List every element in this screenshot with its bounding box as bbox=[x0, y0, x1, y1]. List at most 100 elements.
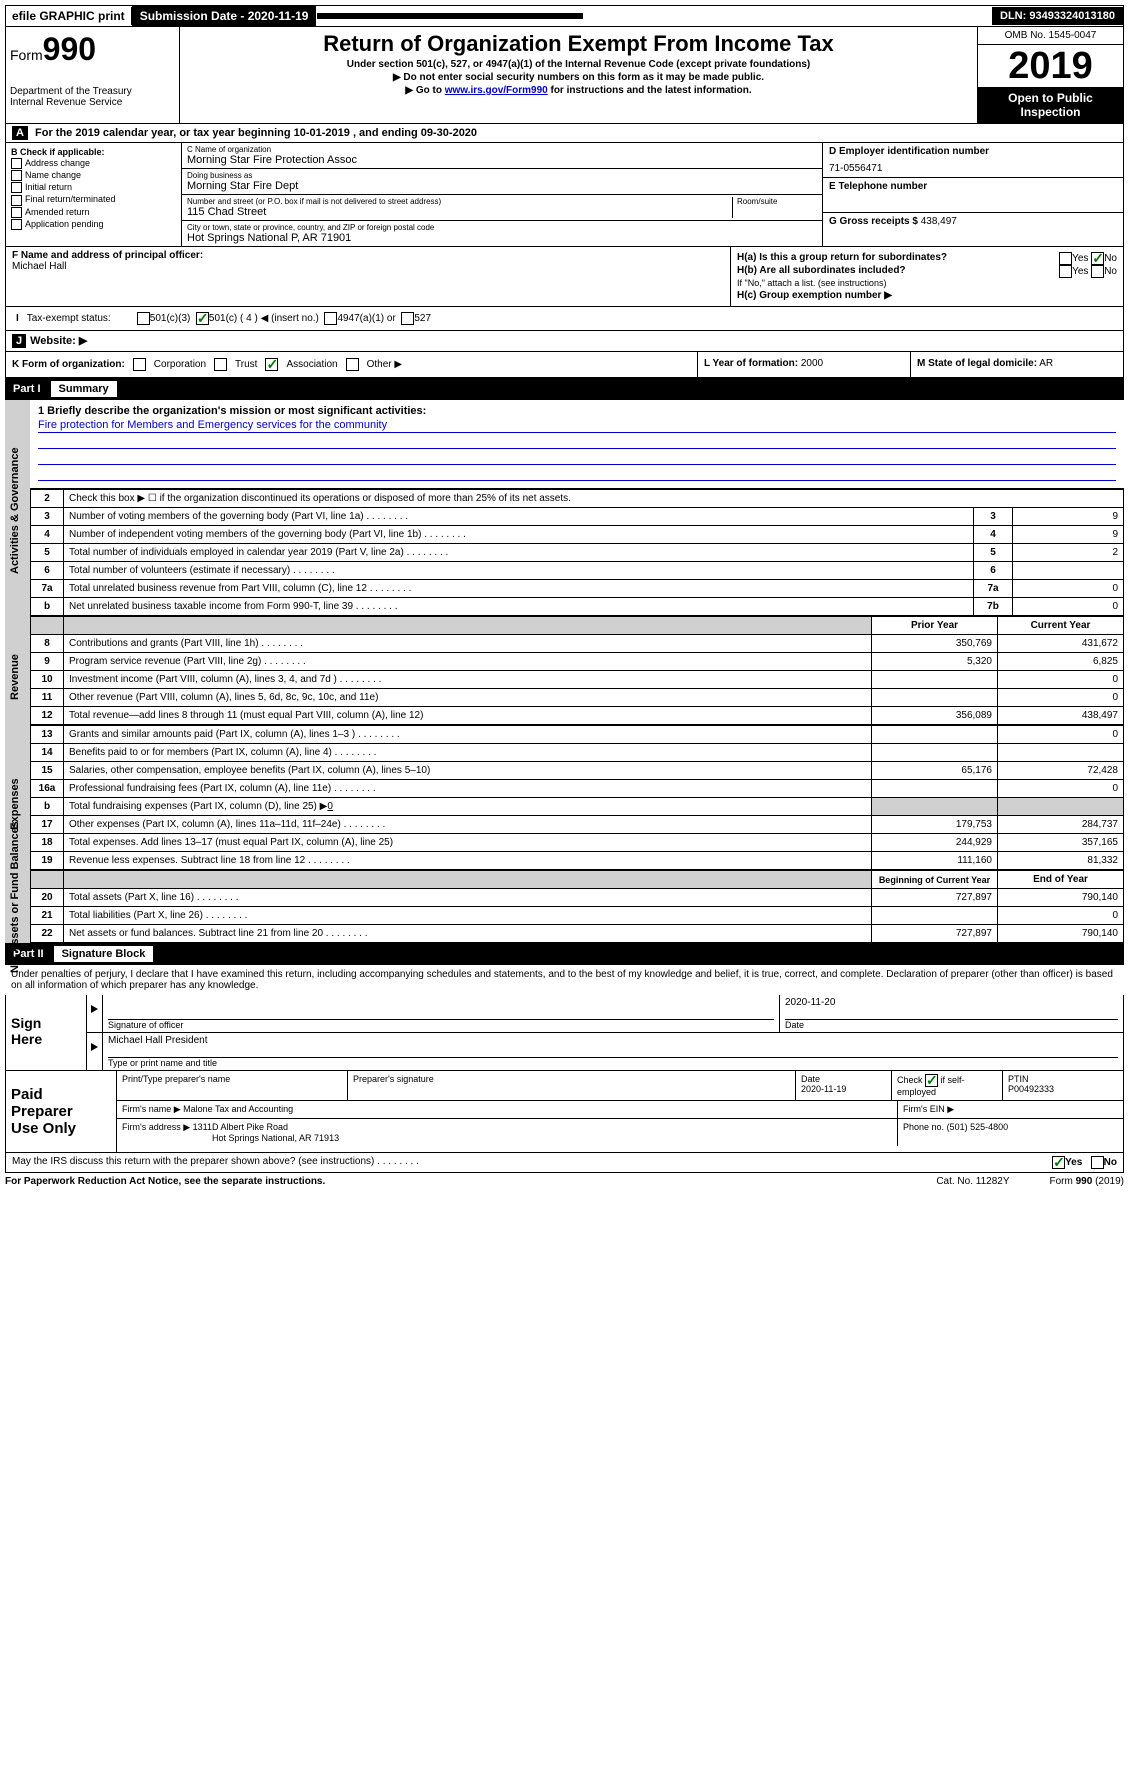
side-label-na: Net Assets or Fund Balances bbox=[5, 870, 30, 943]
ein-label: D Employer identification number bbox=[829, 146, 1117, 157]
firm-addr-cell: Firm's address ▶ 1311D Albert Pike Road … bbox=[117, 1119, 898, 1146]
self-employed-checkbox[interactable] bbox=[925, 1074, 938, 1087]
officer-label: F Name and address of principal officer: bbox=[12, 250, 724, 261]
subtitle-2: ▶ Do not enter social security numbers o… bbox=[184, 72, 973, 83]
activities-section: Activities & Governance 1 Briefly descri… bbox=[5, 400, 1124, 616]
perjury-text: Under penalties of perjury, I declare th… bbox=[5, 965, 1124, 995]
section-k: K Form of organization: Corporation Trus… bbox=[6, 352, 697, 377]
section-m: M State of legal domicile: AR bbox=[910, 352, 1123, 377]
ha-no-checkbox[interactable] bbox=[1091, 252, 1104, 265]
dba-name: Morning Star Fire Dept bbox=[187, 180, 817, 192]
footer-mid: Cat. No. 11282Y bbox=[936, 1176, 1009, 1187]
line-10: Investment income (Part VIII, column (A)… bbox=[64, 671, 872, 689]
val-4: 9 bbox=[1013, 526, 1124, 544]
other-checkbox[interactable] bbox=[346, 358, 359, 371]
revenue-table: Prior YearCurrent Year 8Contributions an… bbox=[30, 616, 1124, 725]
line-7b: Net unrelated business taxable income fr… bbox=[64, 598, 974, 616]
check-name-change[interactable]: Name change bbox=[11, 170, 176, 181]
officer-name: Michael Hall bbox=[12, 261, 724, 272]
section-f: F Name and address of principal officer:… bbox=[6, 247, 731, 306]
prep-date-cell: Date2020-11-19 bbox=[796, 1071, 892, 1100]
paid-preparer-block: PaidPreparerUse Only Print/Type preparer… bbox=[5, 1071, 1124, 1153]
line-21: Total liabilities (Part X, line 26) bbox=[64, 907, 872, 925]
org-name-label: C Name of organization bbox=[187, 145, 817, 154]
subtitle-1: Under section 501(c), 527, or 4947(a)(1)… bbox=[184, 59, 973, 70]
netassets-table: Beginning of Current YearEnd of Year 20T… bbox=[30, 870, 1124, 943]
website-label: Website: ▶ bbox=[30, 334, 87, 348]
check-initial-return[interactable]: Initial return bbox=[11, 182, 176, 193]
section-h: H(a) Is this a group return for subordin… bbox=[731, 247, 1123, 306]
corp-checkbox[interactable] bbox=[133, 358, 146, 371]
check-final-return[interactable]: Final return/terminated bbox=[11, 194, 176, 205]
form-number: 990 bbox=[43, 31, 96, 68]
instructions-link[interactable]: www.irs.gov/Form990 bbox=[445, 85, 548, 96]
section-g: G Gross receipts $ 438,497 bbox=[823, 213, 1123, 247]
preparer-sig-header: Preparer's signature bbox=[348, 1071, 796, 1100]
blank-button[interactable] bbox=[317, 13, 584, 19]
footer-row: For Paperwork Reduction Act Notice, see … bbox=[5, 1173, 1124, 1190]
i-label: I bbox=[12, 312, 23, 325]
section-b-header: B Check if applicable: bbox=[11, 147, 176, 157]
subtitle-3: ▶ Go to www.irs.gov/Form990 for instruct… bbox=[184, 85, 973, 96]
end-year-header: End of Year bbox=[998, 871, 1124, 889]
preparer-name-header: Print/Type preparer's name bbox=[117, 1071, 348, 1100]
line-3: Number of voting members of the governin… bbox=[64, 508, 974, 526]
check-amended[interactable]: Amended return bbox=[11, 207, 176, 218]
part2-header: Part II Signature Block bbox=[5, 943, 1124, 965]
summary-label: Summary bbox=[51, 381, 117, 397]
part1-header: Part I Summary bbox=[5, 378, 1124, 400]
line-18: Total expenses. Add lines 13–17 (must eq… bbox=[64, 834, 872, 852]
trust-checkbox[interactable] bbox=[214, 358, 227, 371]
dba-label: Doing business as bbox=[187, 171, 817, 180]
paid-preparer-label: PaidPreparerUse Only bbox=[6, 1071, 117, 1152]
officer-row: F Name and address of principal officer:… bbox=[5, 247, 1124, 307]
val-7a: 0 bbox=[1013, 580, 1124, 598]
year-cell: OMB No. 1545-0047 2019 Open to Public In… bbox=[977, 27, 1123, 123]
ein-value: 71-0556471 bbox=[829, 163, 1117, 174]
hb-yes-checkbox[interactable] bbox=[1059, 265, 1072, 278]
mission-text: Fire protection for Members and Emergenc… bbox=[38, 419, 1116, 433]
501c-checkbox[interactable] bbox=[196, 312, 209, 325]
hb-no-checkbox[interactable] bbox=[1091, 265, 1104, 278]
submission-date-button[interactable]: Submission Date - 2020-11-19 bbox=[132, 6, 318, 26]
discuss-yes-checkbox[interactable] bbox=[1052, 1156, 1065, 1169]
val-3: 9 bbox=[1013, 508, 1124, 526]
line-15: Salaries, other compensation, employee b… bbox=[64, 762, 872, 780]
hb-line: H(b) Are all subordinates included? Yes … bbox=[737, 265, 1117, 276]
officer-signature[interactable] bbox=[108, 997, 774, 1020]
form-prefix: Form bbox=[10, 47, 43, 63]
section-e: E Telephone number bbox=[823, 178, 1123, 213]
sig-label: Signature of officer bbox=[108, 1020, 774, 1030]
current-year-header: Current Year bbox=[998, 617, 1124, 635]
line-19: Revenue less expenses. Subtract line 18 … bbox=[64, 852, 872, 870]
ptin-cell: PTINP00492333 bbox=[1003, 1071, 1123, 1100]
ha-yes-checkbox[interactable] bbox=[1059, 252, 1072, 265]
assoc-checkbox[interactable] bbox=[265, 358, 278, 371]
arrow-icon bbox=[87, 995, 103, 1032]
prior-year-header: Prior Year bbox=[872, 617, 998, 635]
form-number-cell: Form 990 Department of the Treasury Inte… bbox=[6, 27, 180, 123]
section-d: D Employer identification number 71-0556… bbox=[823, 143, 1123, 178]
form-header: Form 990 Department of the Treasury Inte… bbox=[5, 27, 1124, 124]
j-label: J bbox=[12, 334, 26, 348]
4947-checkbox[interactable] bbox=[324, 312, 337, 325]
hb-note: If "No," attach a list. (see instruction… bbox=[737, 278, 1117, 288]
form-title-cell: Return of Organization Exempt From Incom… bbox=[180, 27, 977, 123]
sign-here-label: SignHere bbox=[6, 995, 87, 1070]
top-bar: efile GRAPHIC print Submission Date - 20… bbox=[5, 5, 1124, 27]
self-employed-cell: Check if self-employed bbox=[892, 1071, 1003, 1100]
line-5: Total number of individuals employed in … bbox=[64, 544, 974, 562]
tax-year: 2019 bbox=[978, 45, 1123, 87]
gross-label: G Gross receipts $ bbox=[829, 216, 918, 227]
entity-block: B Check if applicable: Address change Na… bbox=[5, 143, 1124, 247]
527-checkbox[interactable] bbox=[401, 312, 414, 325]
check-application-pending[interactable]: Application pending bbox=[11, 219, 176, 230]
501c3-checkbox[interactable] bbox=[137, 312, 150, 325]
line-8: Contributions and grants (Part VIII, lin… bbox=[64, 635, 872, 653]
line-16a: Professional fundraising fees (Part IX, … bbox=[64, 780, 872, 798]
check-address-change[interactable]: Address change bbox=[11, 158, 176, 169]
line-9: Program service revenue (Part VIII, line… bbox=[64, 653, 872, 671]
discuss-no-checkbox[interactable] bbox=[1091, 1156, 1104, 1169]
line-7a: Total unrelated business revenue from Pa… bbox=[64, 580, 974, 598]
addr-label: Number and street (or P.O. box if mail i… bbox=[187, 197, 732, 206]
